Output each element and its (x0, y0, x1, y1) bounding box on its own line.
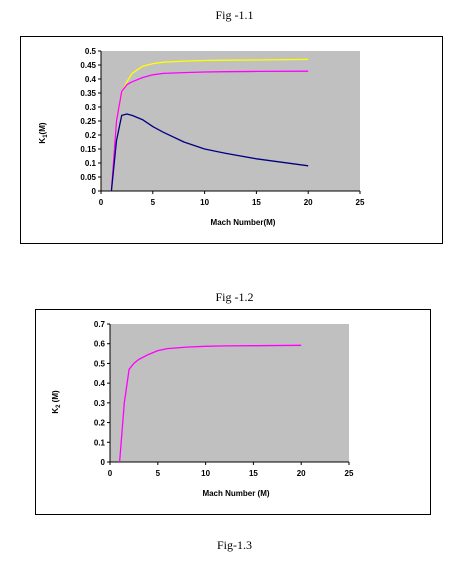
chart-frame-2: K2 (M) Mach Number (M) 0 0.1 0.2 0.3 0.4 0.5 0… (35, 309, 431, 515)
y-tick-label: 0.35 (80, 89, 96, 98)
figure-caption-2: Fig -1.2 (215, 290, 254, 304)
y-axis-title: K2 (M) (51, 390, 62, 414)
x-tick-label: 25 (356, 198, 365, 207)
y-tick-label: 0.4 (94, 379, 106, 388)
plot-area (110, 324, 349, 462)
y-tick-label: 0.4 (85, 75, 97, 84)
series-line-3 (110, 113, 309, 192)
x-tick-label: 10 (200, 198, 209, 207)
figure-caption-1: Fig -1.1 (215, 8, 254, 22)
y-axis-title: K1(M) (38, 122, 49, 143)
y-tick-label: 0.7 (94, 320, 106, 329)
x-tick-label: 25 (345, 469, 354, 478)
x-axis-title: Mach Number (M) (202, 489, 269, 498)
y-tick-label: 0 (101, 458, 106, 467)
figure-caption-3: Fig-1.3 (216, 538, 252, 552)
y-tick-label: 0.5 (85, 47, 97, 56)
x-tick-label: 0 (108, 469, 113, 478)
x-tick-label: 15 (252, 198, 261, 207)
series-line-1 (118, 344, 302, 463)
y-tick-label: 0.45 (80, 61, 96, 70)
x-tick-label: 5 (151, 198, 156, 207)
y-tick-label: 0.15 (80, 145, 96, 154)
y-tick-label: 0.3 (94, 399, 106, 408)
y-tick-label: 0.2 (85, 131, 97, 140)
x-tick-label: 0 (99, 198, 104, 207)
y-tick-label: 0.1 (94, 438, 106, 447)
chart-2-svg: K2 (M) Mach Number (M) 0 0.1 0.2 0.3 0.4 0.5 0… (51, 320, 354, 498)
y-tick-label: 0.6 (94, 340, 106, 349)
x-tick-label: 20 (304, 198, 313, 207)
x-tick-label: 20 (297, 469, 306, 478)
y-tick-label: 0.05 (80, 173, 96, 182)
y-tick-label: 0.5 (94, 359, 106, 368)
chart-1-svg: K1(M) Mach Number(M) 0 0.05 0.1 0.15 0.2 0.25… (38, 47, 365, 227)
x-axis-title: Mach Number(M) (211, 218, 276, 227)
series-line-2 (110, 70, 309, 192)
y-tick-label: 0 (92, 187, 97, 196)
x-tick-label: 15 (249, 469, 258, 478)
chart-frame-1: K1(M) Mach Number(M) 0 0.05 0.1 0.15 0.2 0.25… (20, 36, 443, 244)
x-tick-label: 10 (201, 469, 210, 478)
x-tick-label: 5 (156, 469, 161, 478)
y-tick-label: 0.1 (85, 159, 97, 168)
y-tick-label: 0.2 (94, 419, 106, 428)
y-tick-label: 0.3 (85, 103, 97, 112)
y-tick-label: 0.25 (80, 117, 96, 126)
